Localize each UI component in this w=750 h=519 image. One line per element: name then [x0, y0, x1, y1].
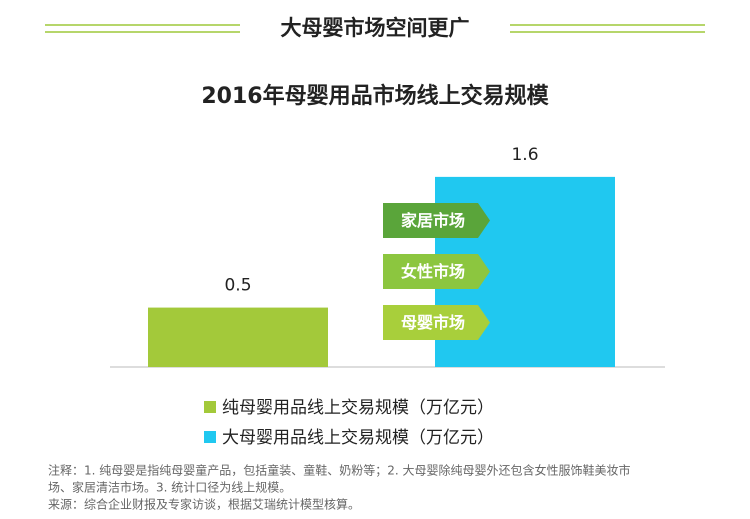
chart-title: 2016年母婴用品市场线上交易规模: [201, 83, 549, 109]
legend-swatch: [204, 431, 216, 443]
header-rule: [45, 24, 705, 33]
note: 来源：综合企业财报及专家访谈，根据艾瑞统计模型核算。: [48, 497, 360, 512]
legend-swatch: [204, 401, 216, 413]
data-label: 0.5: [224, 276, 251, 296]
tag-label: 母婴市场: [401, 313, 465, 332]
note: 注释：1. 纯母婴是指纯母婴童产品，包括童装、童鞋、奶粉等；2. 大母婴除纯母婴…: [48, 463, 631, 478]
tag-label: 女性市场: [401, 262, 465, 281]
header: 大母婴市场空间更广: [281, 16, 470, 40]
tag-shape: [383, 203, 490, 238]
tag-label: 家居市场: [401, 211, 465, 230]
legend-label: 大母婴用品线上交易规模（万亿元）: [222, 428, 494, 448]
bar: [148, 307, 328, 367]
tag-shape: [383, 305, 490, 340]
tag-shape: [383, 254, 490, 289]
data-label: 1.6: [511, 145, 538, 165]
legend-label: 纯母婴用品线上交易规模（万亿元）: [222, 398, 494, 418]
note: 场、家居清洁市场。3. 统计口径为线上规模。: [48, 480, 291, 495]
